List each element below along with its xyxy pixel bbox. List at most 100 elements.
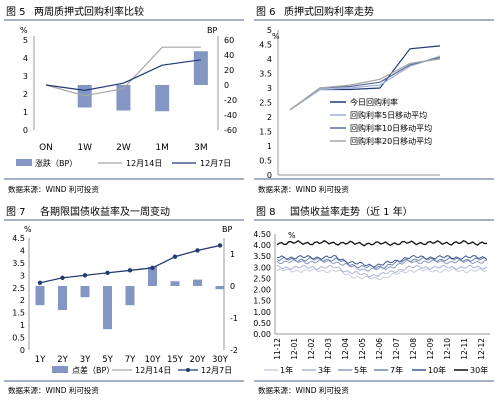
- left-axis-unit: %: [20, 26, 28, 35]
- repo-rate-line: [289, 58, 441, 111]
- change-bar: [215, 286, 225, 290]
- figure-5-chart: % BP 0 1 2 3 4 5 -60 -40 -20 0 20 40 60 ON 1W 2W 1M 3M 涨跌（BP…: [16, 26, 237, 168]
- left-tick-label: 5: [23, 36, 28, 45]
- change-bar: [170, 281, 180, 286]
- y-tick-label: 3: [267, 84, 272, 93]
- figure-5-title: 两周质押式回购利率比较: [34, 5, 144, 18]
- change-bar: [116, 85, 131, 111]
- yield-point: [37, 280, 43, 285]
- left-tick-label: 4.5: [12, 234, 25, 243]
- y-tick-label: 2.00: [253, 286, 271, 295]
- x-tick-label: 30Y: [212, 355, 229, 365]
- legend-label: 12月14日: [126, 159, 162, 168]
- change-bar: [155, 85, 170, 112]
- left-tick-label: 1: [20, 321, 25, 330]
- figure-6-title: 质押式回购利率走势: [284, 5, 374, 18]
- figure-7-title: 各期限国债收益率及一周变动: [40, 205, 170, 218]
- figure-6-chart: % 0 0.5 1 1.5 2 2.5 3 3.5 4 4.5 5 今日回购利率回购利率5日移动平均回购…: [259, 26, 441, 180]
- legend-label: 12月14日: [135, 366, 171, 375]
- change-bar: [148, 266, 157, 286]
- legend-label: 回购利率20日移动平均: [350, 136, 432, 146]
- y-tick-label: 2.50: [253, 274, 271, 283]
- legend-label: 回购利率10日移动平均: [350, 123, 432, 133]
- y-axis-unit: %: [272, 32, 280, 41]
- right-axis-unit: BP: [222, 225, 232, 234]
- x-tick-label: 5Y: [102, 355, 113, 365]
- legend-swatch-marker: [186, 368, 190, 372]
- y-tick-label: 4: [267, 55, 272, 64]
- right-tick-label: 40: [224, 51, 234, 60]
- yield-history-line: [276, 267, 488, 281]
- yield-point: [60, 275, 65, 281]
- y-tick-label: 2.5: [259, 99, 272, 108]
- yield-point: [172, 254, 178, 259]
- legend-label: 点差（BP）: [72, 365, 114, 375]
- right-tick-label: 60: [224, 36, 234, 45]
- x-tick-label: 2Y: [57, 355, 68, 365]
- x-tick-label: 1Y: [35, 355, 46, 365]
- yield-point: [105, 270, 110, 276]
- right-tick-label: 1: [230, 250, 235, 259]
- figure-8-chart: % 0.00 0.50 1.00 1.50 2.00 2.50 3.00 3.50 4.00 4.5…: [253, 230, 490, 375]
- change-bar: [125, 286, 135, 306]
- y-tick-label: 1: [267, 142, 272, 151]
- left-tick-label: 1.5: [12, 309, 25, 318]
- x-tick-label: 15Y: [167, 355, 184, 365]
- x-tick-label: 2W: [116, 143, 131, 153]
- left-tick-label: 2.5: [12, 284, 25, 293]
- x-tick-label: 20Y: [189, 355, 206, 365]
- figure-6-source: 数据来源：WIND 利可投资: [258, 184, 349, 194]
- yield-line-dec7: [39, 244, 221, 284]
- y-axis-unit: %: [288, 231, 296, 240]
- change-bar: [103, 286, 112, 330]
- x-tick-label: 12-09: [426, 338, 435, 360]
- yield-point: [82, 273, 88, 278]
- left-tick-label: 3: [20, 271, 25, 280]
- x-tick-label: 12-03: [324, 338, 333, 360]
- x-tick-label: 10Y: [144, 355, 161, 365]
- y-tick-label: 0.5: [259, 157, 272, 166]
- figure-6-panel: 图 6 质押式回购利率走势 % 0 0.5 1 1.5 2 2.5 3 3.5 4 4.5 5 今日回购…: [250, 0, 499, 200]
- figure-7-panel: 图 7 各期限国债收益率及一周变动 % BP 0 0.5 1 1.5 2 2.5 3 3.5 4 4.…: [0, 200, 249, 400]
- x-tick-label: 12-05: [358, 338, 367, 360]
- x-tick-label: 12-07: [392, 338, 401, 360]
- legend-label: 7年: [390, 365, 403, 375]
- x-tick-label: 12-04: [341, 338, 350, 360]
- legend-label: 5年: [354, 365, 367, 375]
- yield-history-line: [276, 254, 488, 268]
- y-tick-label: 3.50: [253, 252, 271, 261]
- figure-8-number: 图 8: [256, 206, 276, 218]
- figure-7-number: 图 7: [6, 206, 26, 218]
- left-tick-label: 1: [23, 108, 28, 117]
- x-tick-label: 12-12: [477, 338, 486, 360]
- figure-7-svg: 图 7 各期限国债收益率及一周变动 % BP 0 0.5 1 1.5 2 2.5 3 3.5 4 4.…: [4, 205, 244, 395]
- yield-history-line: [276, 264, 488, 278]
- left-tick-label: 3.5: [12, 259, 25, 268]
- x-tick-label: 1M: [155, 143, 169, 153]
- x-tick-label: 1W: [77, 143, 92, 153]
- yield-history-line: [276, 239, 488, 247]
- y-tick-label: 1.50: [253, 297, 271, 306]
- x-tick-label: 12-01: [290, 338, 299, 360]
- right-tick-label: 0: [230, 282, 235, 291]
- figure-5-source: 数据来源：WIND 利可投资: [8, 184, 99, 194]
- figure-8-source: 数据来源：WIND 利可投资: [258, 385, 349, 395]
- change-bar: [80, 286, 90, 298]
- change-bar: [193, 51, 208, 85]
- yield-point: [127, 268, 133, 273]
- right-axis-unit: BP: [207, 26, 217, 35]
- x-tick-label: 12-06: [375, 338, 384, 360]
- y-tick-label: 2: [267, 113, 272, 122]
- left-tick-label: 0: [20, 346, 25, 355]
- figure-8-title: 国债收益率走势（近 1 年）: [290, 205, 413, 218]
- right-tick-label: -40: [224, 111, 237, 120]
- repo-rate-line: [289, 55, 441, 111]
- x-tick-label: 11-12: [273, 338, 282, 360]
- yield-point: [217, 243, 223, 248]
- x-tick-label: 7Y: [125, 355, 136, 365]
- legend-label: 30年: [470, 365, 488, 375]
- rate-line: [45, 46, 201, 97]
- yield-point: [150, 265, 155, 271]
- figure-7-source: 数据来源：WIND 利可投资: [8, 385, 99, 395]
- change-bar: [58, 286, 67, 310]
